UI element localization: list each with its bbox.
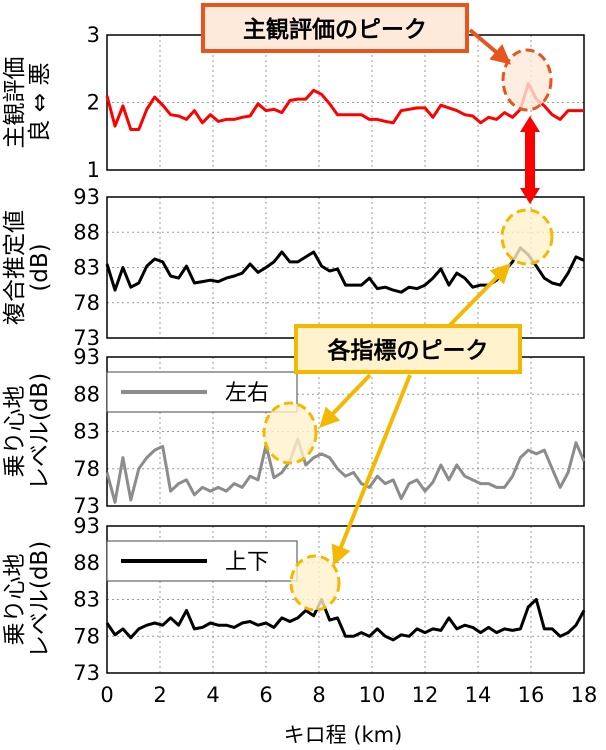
composite-peak-highlight [500, 208, 554, 266]
y-tick-label: 93 [73, 185, 100, 209]
y-tick-label: 83 [73, 256, 100, 280]
vertical-peak-highlight [289, 554, 341, 612]
y-axis-label: レベル(dB) [27, 373, 53, 490]
y-axis-label: 乗り心地 [2, 554, 28, 646]
y-tick-label: 93 [73, 345, 100, 369]
index-peaks-callout-box [294, 324, 522, 374]
y-tick-label: 3 [87, 23, 100, 47]
y-tick-label: 73 [73, 661, 100, 685]
y-tick-label: 1 [87, 158, 100, 182]
annotation-overlay: 主観評価のピーク 各指標のピーク [201, 3, 554, 612]
y-tick-label: 83 [73, 588, 100, 612]
plot-frame [106, 525, 585, 674]
y-axis-label: 良 ⇔ 悪 [27, 63, 53, 143]
y-axis-label: レベル(dB) [27, 541, 53, 658]
index-peaks-callout-text: 各指標のピーク [327, 337, 489, 364]
x-axis: キロ程 (km) [284, 723, 403, 747]
peak-link-arrow-head-bottom [520, 188, 540, 204]
y-tick-label: 78 [73, 624, 100, 648]
y-tick-label: 2 [87, 91, 100, 115]
y-tick-label: 88 [73, 220, 100, 244]
x-tick-label: 6 [259, 683, 272, 707]
legend-label: 左右 [225, 381, 269, 406]
series-line-main [105, 82, 584, 131]
callout-arrow-to-composite [443, 263, 511, 332]
y-tick-label: 78 [73, 291, 100, 315]
y-tick-label: 88 [73, 382, 100, 406]
x-tick-label: 2 [153, 683, 166, 707]
chart-panels: 123主観評価良 ⇔ 悪7378838893複合推定値 (dB)737883889… [2, 23, 597, 707]
subjective-peak-callout-text: 主観評価のピーク [243, 16, 427, 43]
chart-panel-4: 73 78 83 88 93 乗り心地 レベル(dB) 上下 0 2 4 6 8 10 12 14 16 18 [2, 514, 597, 707]
callout-arrow-to-lateral [319, 373, 372, 428]
x-tick-label: 18 [571, 683, 598, 707]
legend-label: 上下 [225, 550, 269, 575]
lateral-peak-highlight [262, 401, 318, 465]
y-tick-label: 73 [73, 326, 100, 350]
subjective-peak-highlight [501, 48, 553, 112]
x-axis-label: キロ程 (km) [284, 723, 403, 747]
peak-link-arrow-head-top [520, 116, 540, 132]
y-tick-label: 73 [73, 494, 100, 518]
callout-arrow-to-vertical [331, 374, 412, 566]
chart-panel-1: 1 2 3 主観評価良 ⇔ 悪 [2, 23, 585, 182]
series-line-上下 [105, 598, 586, 642]
series-line-左右 [105, 437, 586, 504]
y-tick-label: 83 [73, 420, 100, 444]
y-axis-label: 乗り心地 [2, 386, 28, 478]
x-tick-label: 10 [359, 683, 386, 707]
x-tick-label: 8 [312, 683, 325, 707]
x-tick-label: 14 [465, 683, 492, 707]
subjective-peak-callout-box [201, 3, 469, 53]
x-tick-label: 16 [518, 683, 545, 707]
chart-panel-3: 73 78 83 88 93 乗り心地 レベル(dB) 左右 [2, 345, 586, 518]
y-tick-label: 78 [73, 457, 100, 481]
y-tick-label: 88 [73, 551, 100, 575]
x-tick-label: 4 [206, 683, 219, 707]
callout-arrow-to-subjective [468, 28, 512, 65]
y-axis-label: 複合推定値 [2, 210, 28, 325]
y-axis-label: (dB) [27, 243, 53, 291]
x-tick-label: 0 [100, 683, 113, 707]
y-axis-label: 主観評価 [2, 57, 28, 149]
x-tick-label: 12 [412, 683, 439, 707]
y-tick-label: 93 [73, 514, 100, 538]
